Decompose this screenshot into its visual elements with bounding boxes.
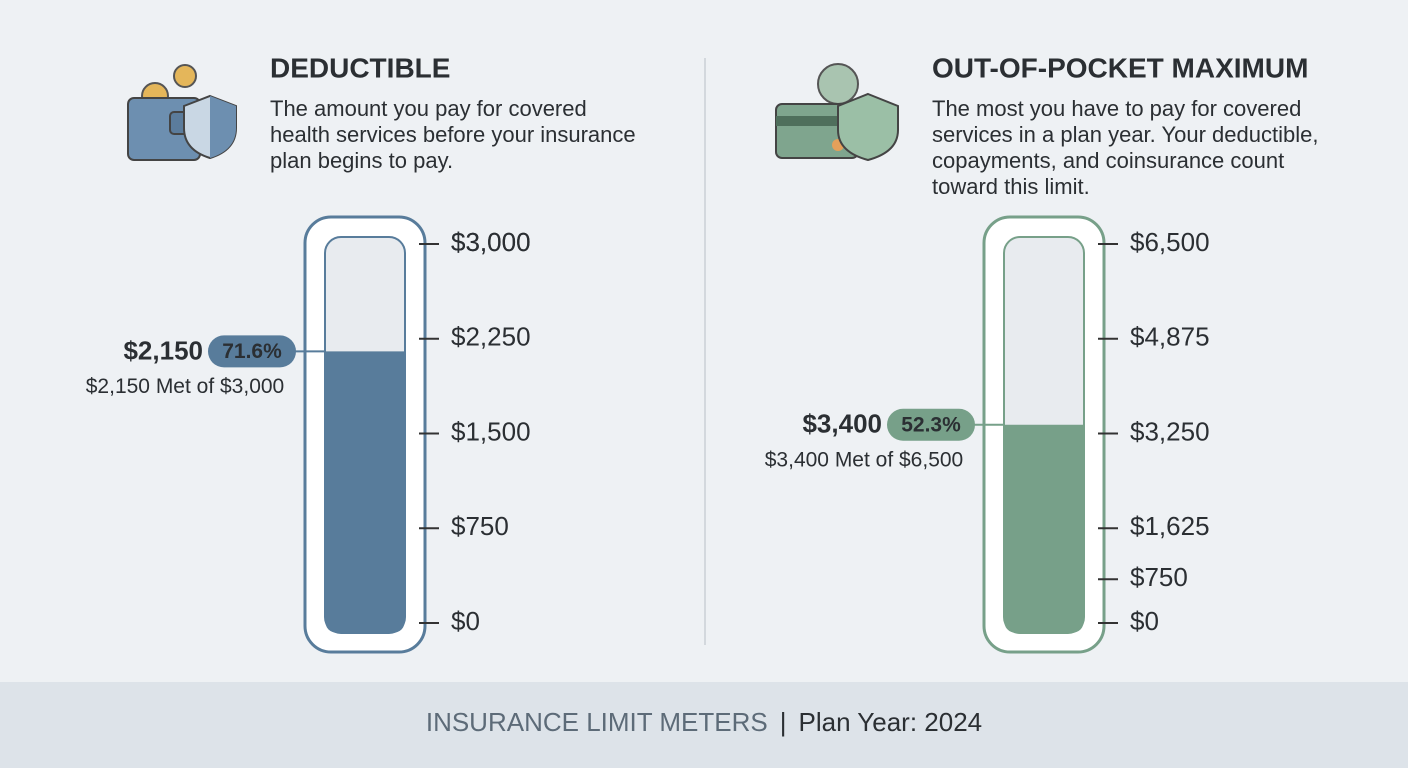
percent-pill [887, 408, 975, 441]
wallet-icon [127, 64, 237, 161]
meter-caption: $3,400 Met of $6,500 [765, 448, 964, 471]
card-icon [775, 63, 899, 162]
meter-description: plan begins to pay. [270, 148, 453, 173]
footer-text: INSURANCE LIMIT METERS | Plan Year: 2024 [426, 707, 982, 737]
tick-label: $1,500 [451, 416, 531, 446]
meter-title: OUT-OF-POCKET MAXIMUM [932, 52, 1308, 83]
tick-label: $1,625 [1130, 511, 1210, 541]
tick-label: $3,000 [451, 227, 531, 257]
tick-label: $750 [1130, 562, 1188, 592]
percent-label: 71.6% [222, 340, 282, 363]
meter-description: toward this limit. [932, 174, 1090, 199]
tick-label: $750 [451, 511, 509, 541]
footer-title: INSURANCE LIMIT METERS [426, 707, 768, 737]
meter-fill [325, 351, 405, 633]
tick-label: $2,250 [451, 322, 531, 352]
footer-plan: Plan Year: 2024 [799, 707, 983, 737]
value-label: $3,400 [802, 409, 882, 439]
tick-label: $0 [1130, 606, 1159, 636]
meter-fill [1004, 424, 1084, 633]
tick-label: $6,500 [1130, 227, 1210, 257]
footer-band [0, 682, 1408, 768]
meter-description: services in a plan year. Your deductible… [932, 122, 1318, 147]
meter-title: DEDUCTIBLE [270, 52, 450, 83]
tick-label: $4,875 [1130, 322, 1210, 352]
meter-caption: $2,150 Met of $3,000 [86, 375, 285, 398]
percent-pill [208, 335, 296, 368]
footer-separator: | [780, 707, 787, 737]
tick-label: $3,000 [451, 227, 531, 257]
tick-label: $0 [451, 606, 480, 636]
meter-description: The amount you pay for covered [270, 96, 587, 121]
meter-description: copayments, and coinsurance count [932, 148, 1284, 173]
value-label: $2,150 [123, 335, 203, 365]
meter-description: The most you have to pay for covered [932, 96, 1301, 121]
meter-description: health services before your insurance [270, 122, 636, 147]
tick-label: $3,250 [1130, 416, 1210, 446]
percent-label: 52.3% [901, 413, 961, 436]
